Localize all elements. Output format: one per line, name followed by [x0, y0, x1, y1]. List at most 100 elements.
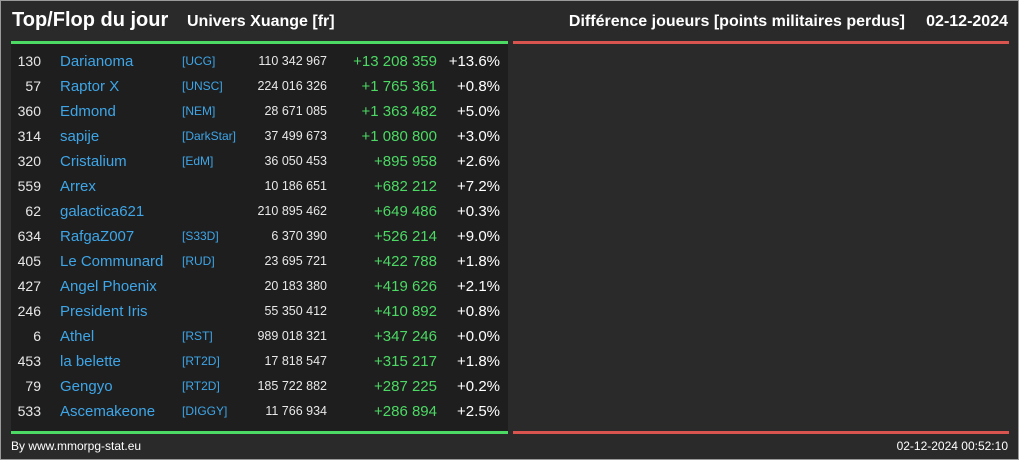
- points-difference: +287 225: [374, 378, 437, 395]
- player-name-link[interactable]: Raptor X: [60, 78, 120, 95]
- player-points: 23 695 721: [264, 254, 327, 268]
- points-difference: +649 486: [374, 203, 437, 220]
- player-points: 224 016 326: [257, 79, 327, 93]
- alliance-tag-link[interactable]: [RT2D]: [182, 354, 220, 368]
- player-points: 37 499 673: [264, 129, 327, 143]
- date-label: 02-12-2024: [926, 13, 1008, 30]
- table-row: 57 Raptor X [UNSC] 224 016 326 +1 765 361 +0.…: [11, 74, 508, 99]
- player-rank: 427: [17, 278, 41, 294]
- alliance-tag-link[interactable]: [DIGGY]: [182, 404, 228, 418]
- player-name-link[interactable]: Angel Phoenix: [60, 278, 157, 295]
- player-name-link[interactable]: Athel: [60, 328, 95, 345]
- alliance-tag-link[interactable]: [NEM]: [182, 104, 216, 118]
- bottom-divider-green: [11, 431, 508, 434]
- alliance-tag-link[interactable]: [RT2D]: [182, 379, 220, 393]
- points-difference: +1 363 482: [361, 103, 438, 120]
- player-rank: 634: [17, 228, 41, 244]
- alliance-tag-link[interactable]: [EdM]: [182, 154, 214, 168]
- player-rank: 405: [17, 253, 41, 269]
- table-row: 533 Ascemakeone [DIGGY] 11 766 934 +286 894 +…: [11, 399, 508, 424]
- player-name-link[interactable]: Darianoma: [60, 53, 134, 70]
- percent-change: +0.0%: [457, 328, 500, 345]
- alliance-tag-link[interactable]: [RST]: [182, 329, 213, 343]
- universe-label: Univers Xuange [fr]: [187, 13, 335, 30]
- player-rank: 57: [25, 78, 41, 94]
- site-credit: By www.mmorpg-stat.eu: [11, 439, 142, 453]
- player-name-link[interactable]: Gengyo: [60, 378, 113, 395]
- player-rank: 320: [17, 153, 41, 169]
- player-rank: 62: [25, 203, 41, 219]
- table-row: 130 Darianoma [UCG] 110 342 967 +13 208 359 +…: [11, 49, 508, 74]
- player-points: 20 183 380: [264, 279, 327, 293]
- player-points: 110 342 967: [258, 54, 327, 68]
- table-row: 320 Cristalium [EdM] 36 050 453 +895 958 +2.6…: [11, 149, 508, 174]
- alliance-tag-link[interactable]: [DarkStar]: [182, 129, 237, 143]
- percent-change: +9.0%: [457, 228, 500, 245]
- player-points: 17 818 547: [264, 354, 327, 368]
- alliance-tag-link[interactable]: [S33D]: [182, 229, 219, 243]
- table-row: 360 Edmond [NEM] 28 671 085 +1 363 482 +5.0%: [11, 99, 508, 124]
- table-row: 6 Athel [RST] 989 018 321 +347 246 +0.0%: [11, 324, 508, 349]
- player-points: 989 018 321: [257, 329, 327, 343]
- bottom-divider-red: [513, 431, 1009, 434]
- player-points: 55 350 412: [264, 304, 327, 318]
- player-rank: 130: [17, 53, 41, 69]
- player-name-link[interactable]: Ascemakeone: [60, 403, 156, 420]
- percent-change: +0.8%: [457, 78, 500, 95]
- percent-change: +3.0%: [457, 128, 500, 145]
- player-name-link[interactable]: Le Communard: [60, 253, 164, 270]
- player-rank: 559: [17, 178, 41, 194]
- page-title: Top/Flop du jour: [12, 9, 169, 31]
- points-difference: +13 208 359: [353, 53, 437, 70]
- flop-players-panel: [513, 44, 1009, 431]
- percent-change: +5.0%: [457, 103, 500, 120]
- player-points: 210 895 462: [257, 204, 327, 218]
- alliance-tag-link[interactable]: [UNSC]: [182, 79, 223, 93]
- points-difference: +410 892: [374, 303, 437, 320]
- points-difference: +347 246: [374, 328, 437, 345]
- table-row: 246 President Iris 55 350 412 +410 892 +0.8%: [11, 299, 508, 324]
- player-rank: 246: [17, 303, 41, 319]
- alliance-tag-link[interactable]: [UCG]: [182, 54, 216, 68]
- generated-timestamp: 02-12-2024 00:52:10: [896, 439, 1008, 453]
- player-rank: 453: [17, 353, 41, 369]
- player-name-link[interactable]: Cristalium: [60, 153, 127, 170]
- player-rank: 360: [17, 103, 41, 119]
- player-points: 10 186 651: [264, 179, 327, 193]
- player-name-link[interactable]: Arrex: [60, 178, 96, 195]
- percent-change: +2.5%: [457, 403, 500, 420]
- points-difference: +1 080 800: [361, 128, 438, 145]
- player-name-link[interactable]: Edmond: [60, 103, 116, 120]
- points-difference: +682 212: [374, 178, 437, 195]
- player-rank: 533: [17, 403, 41, 419]
- top-players-panel: 130 Darianoma [UCG] 110 342 967 +13 208 359 +…: [11, 44, 508, 431]
- player-points: 11 766 934: [265, 404, 327, 418]
- player-name-link[interactable]: galactica621: [60, 203, 145, 220]
- points-difference: +526 214: [374, 228, 437, 245]
- table-row: 405 Le Communard [RUD] 23 695 721 +422 788 +1…: [11, 249, 508, 274]
- player-points: 36 050 453: [264, 154, 327, 168]
- percent-change: +0.3%: [457, 203, 500, 220]
- percent-change: +0.8%: [457, 303, 500, 320]
- table-row: 453 la belette [RT2D] 17 818 547 +315 217 +1.…: [11, 349, 508, 374]
- percent-change: +2.1%: [457, 278, 500, 295]
- player-name-link[interactable]: President Iris: [60, 303, 148, 320]
- stat-label: Différence joueurs [points militaires pe…: [568, 13, 905, 30]
- player-points: 185 722 882: [257, 379, 327, 393]
- top-divider-red: [513, 41, 1009, 44]
- player-name-link[interactable]: RafgaZ007: [60, 228, 135, 245]
- top-players-list: 130 Darianoma [UCG] 110 342 967 +13 208 359 +…: [11, 49, 508, 424]
- header: Top/Flop du jour Univers Xuange [fr] Dif…: [1, 1, 1018, 41]
- top-divider-green: [11, 41, 508, 44]
- table-row: 79 Gengyo [RT2D] 185 722 882 +287 225 +0.2%: [11, 374, 508, 399]
- player-name-link[interactable]: sapije: [60, 128, 100, 145]
- alliance-tag-link[interactable]: [RUD]: [182, 254, 215, 268]
- player-rank: 79: [25, 378, 41, 394]
- percent-change: +2.6%: [457, 153, 500, 170]
- player-points: 6 370 390: [271, 229, 327, 243]
- player-name-link[interactable]: la belette: [60, 353, 121, 370]
- points-difference: +1 765 361: [361, 78, 438, 95]
- player-points: 28 671 085: [264, 104, 327, 118]
- percent-change: +7.2%: [457, 178, 500, 195]
